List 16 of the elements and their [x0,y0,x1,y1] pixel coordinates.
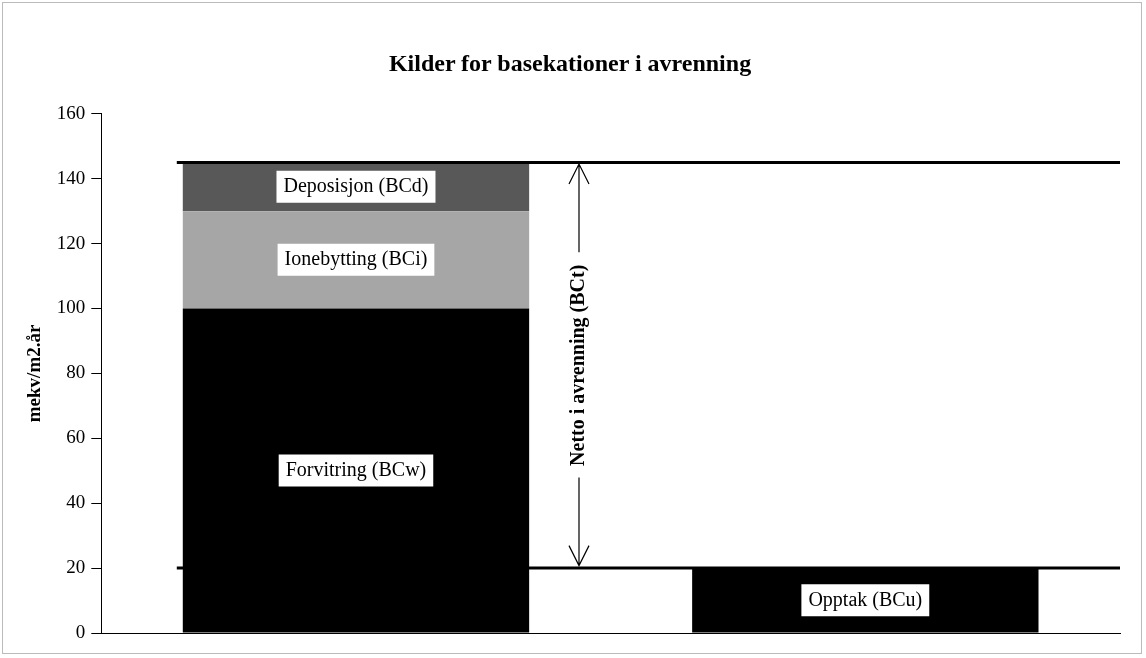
y-tick-label: 40 [66,491,86,513]
y-axis-title: mekv/m2.år [23,324,45,423]
y-tick-label: 20 [66,556,86,578]
y-tick-label: 0 [75,620,86,642]
series-label: Forvitring (BCw) [285,457,427,481]
y-tick-label: 140 [56,166,86,188]
series-label: Deposisjon (BCd) [283,174,429,198]
annotation: Netto i avrenning (BCt) [566,264,590,466]
y-tick-label: 60 [66,426,86,448]
series-label: Opptak (BCu) [808,587,923,611]
chart-title: Kilder for basekationer i avrenning [388,49,752,76]
y-tick-label: 100 [56,296,86,318]
y-tick-label: 120 [56,231,86,253]
y-tick-label: 160 [56,101,86,123]
y-tick-label: 80 [66,361,86,383]
series-label: Ionebytting (BCi) [284,247,428,271]
